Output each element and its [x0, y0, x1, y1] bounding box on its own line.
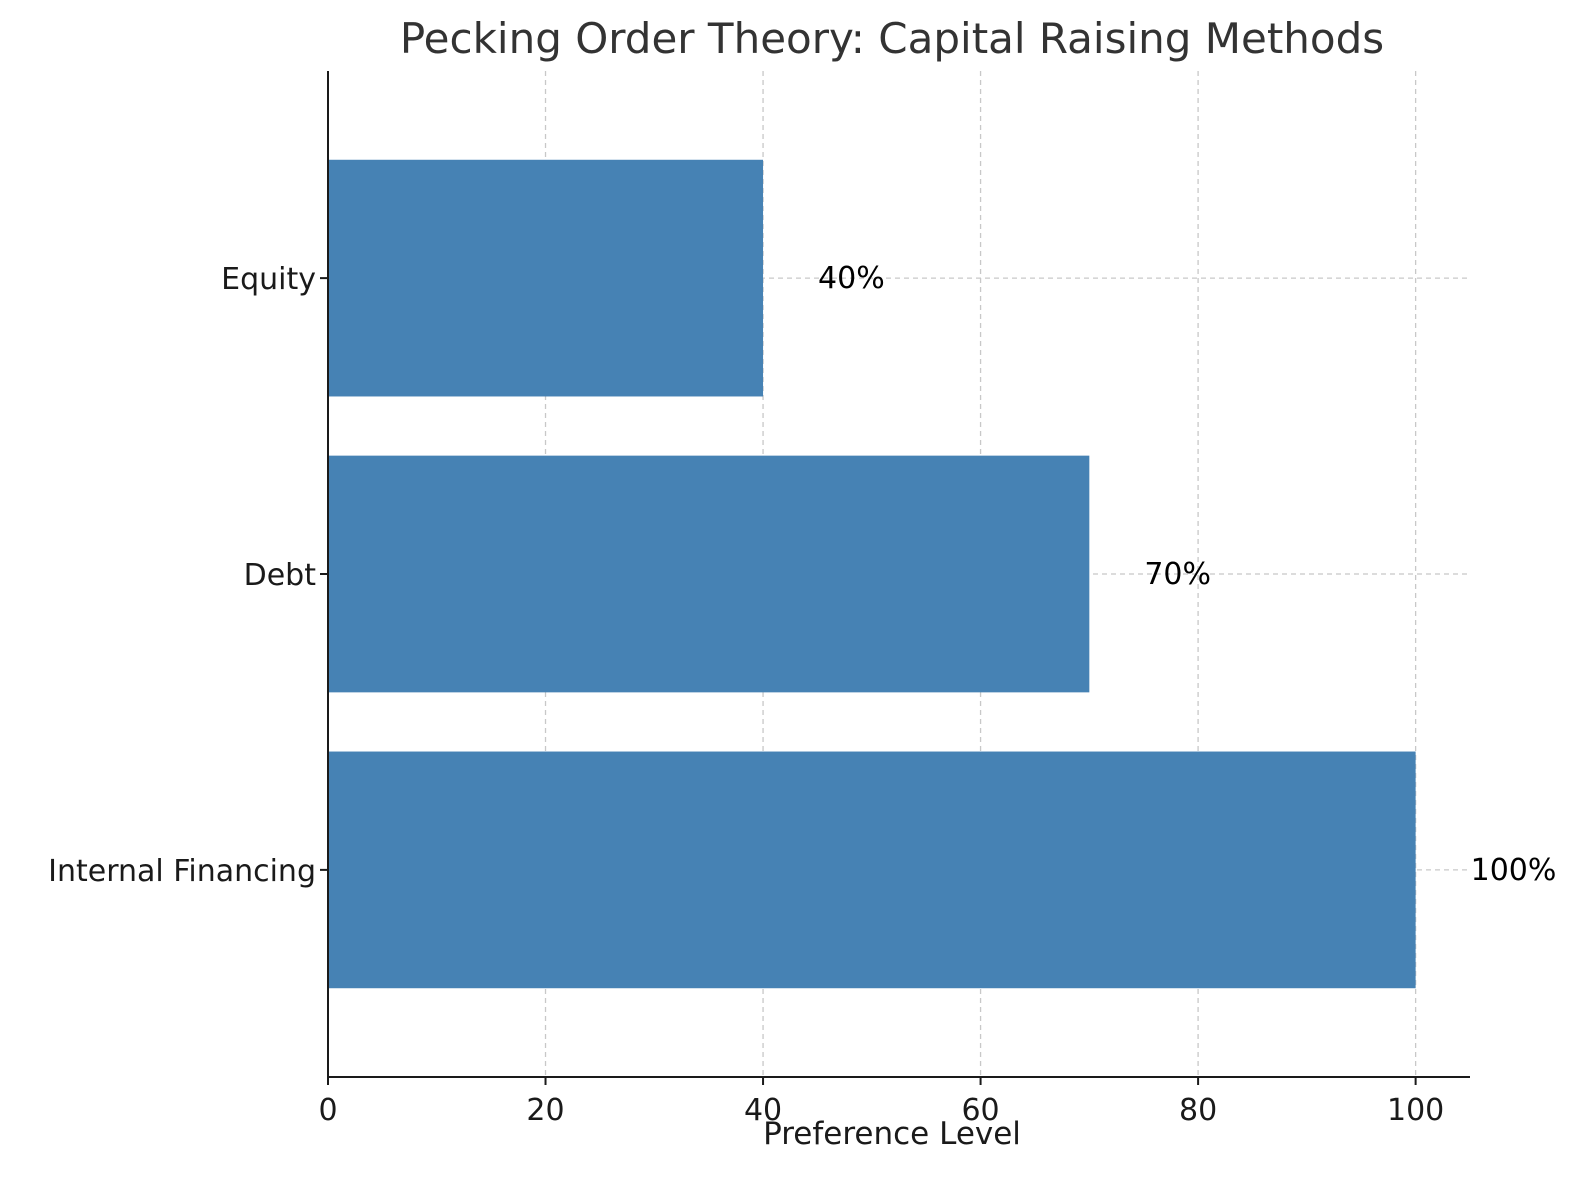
x-axis-label: Preference Level	[763, 1116, 1021, 1152]
y-tick-label: Debt	[244, 558, 317, 593]
chart-title: Pecking Order Theory: Capital Raising Me…	[400, 14, 1384, 63]
bar-debt	[328, 456, 1089, 693]
y-tick-label: Equity	[221, 262, 316, 297]
data-label: 70%	[1144, 557, 1211, 592]
x-tick-label: 80	[1179, 1093, 1217, 1128]
data-label: 40%	[818, 261, 885, 296]
x-tick-label: 20	[526, 1093, 564, 1128]
bar-equity	[328, 160, 763, 397]
data-label: 100%	[1471, 853, 1557, 888]
x-tick-label: 0	[318, 1093, 337, 1128]
x-tick-label: 100	[1387, 1093, 1444, 1128]
y-tick-label: Internal Financing	[48, 854, 316, 889]
bar-internal-financing	[328, 752, 1416, 989]
